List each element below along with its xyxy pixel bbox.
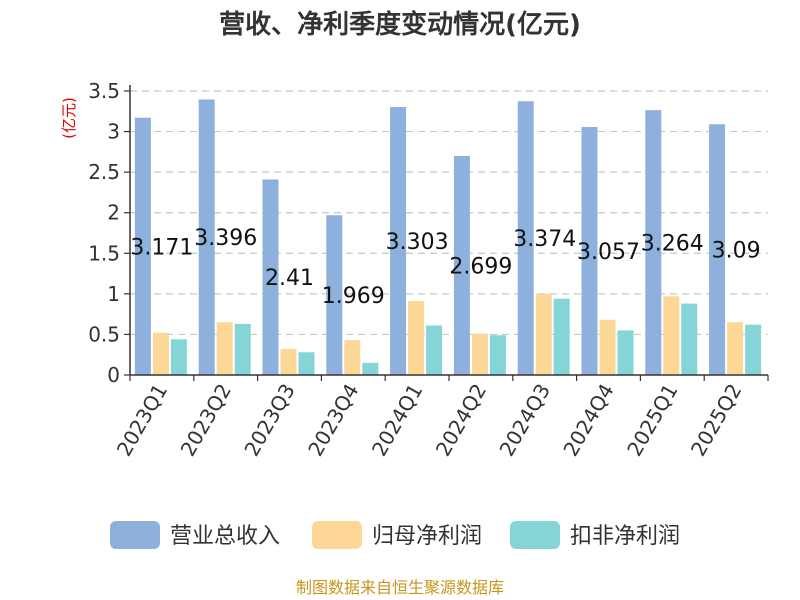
y-tick-label: 0.5	[88, 322, 120, 346]
bar-1-2024Q3	[517, 101, 534, 375]
bar-2-2023Q4	[344, 340, 361, 375]
data-label: 3.303	[386, 230, 449, 255]
y-axis-label: (亿元)	[60, 97, 78, 139]
x-tick-label: 2025Q2	[686, 380, 746, 461]
bar-1-2024Q1	[390, 106, 407, 376]
x-tick-label: 2023Q1	[112, 380, 172, 461]
x-tick-label: 2024Q4	[558, 380, 618, 461]
legend-swatch	[110, 521, 160, 549]
y-tick-label: 1.5	[88, 241, 120, 265]
source-note: 制图数据来自恒生聚源数据库	[296, 578, 504, 597]
bar-1-2023Q2	[198, 99, 215, 376]
legend-item-3[interactable]: 扣非净利润	[510, 521, 680, 549]
y-tick-label: 0	[107, 363, 120, 387]
bar-1-2024Q4	[581, 126, 598, 375]
bar-1-2024Q2	[453, 155, 470, 375]
legend-label: 扣非净利润	[570, 524, 680, 549]
axes: 0 0.5 1 1.5 2 2.5 3 3.5 2023Q1 2023Q2 2023Q3 2023Q4…	[88, 79, 769, 461]
data-label: 3.09	[712, 239, 761, 264]
y-tick-label: 3.5	[88, 79, 120, 103]
bar-2-2024Q4	[599, 319, 616, 375]
y-tick-label: 2.5	[88, 160, 120, 184]
x-tick-label: 2025Q1	[622, 380, 682, 461]
bar-2-2023Q2	[216, 322, 233, 375]
bar-3-2024Q3	[553, 298, 570, 375]
bar-3-2024Q4	[617, 330, 634, 375]
bar-1-2023Q1	[134, 117, 151, 376]
y-tick-label: 3	[107, 120, 120, 144]
bar-1-2025Q1	[645, 110, 662, 375]
chart-title: 营收、净利季度变动情况(亿元)	[219, 9, 581, 40]
legend-item-2[interactable]: 归母净利润	[312, 521, 482, 549]
bar-2-2024Q2	[471, 333, 488, 375]
data-label: 3.171	[130, 235, 193, 260]
bar-2-2023Q1	[152, 332, 169, 375]
legend-label: 归母净利润	[372, 524, 482, 549]
data-label: 3.396	[194, 226, 257, 251]
bar-3-2024Q1	[426, 325, 443, 375]
bar-3-2023Q1	[170, 339, 187, 375]
data-label: 2.699	[449, 254, 512, 279]
x-tick-label: 2024Q3	[495, 380, 555, 461]
bar-3-2025Q1	[681, 303, 698, 375]
bar-2-2024Q1	[408, 301, 425, 375]
legend-swatch	[510, 521, 560, 549]
bar-1-2025Q2	[709, 124, 726, 375]
y-tick-label: 2	[107, 201, 120, 225]
x-tick-label: 2024Q1	[367, 380, 427, 461]
x-tick-label: 2023Q3	[239, 380, 299, 461]
data-label: 3.057	[577, 240, 640, 265]
data-label: 2.41	[265, 266, 314, 291]
bar-2-2025Q1	[663, 296, 680, 375]
grid-lines	[130, 90, 768, 336]
bar-3-2023Q3	[298, 352, 315, 375]
x-tick-label: 2023Q2	[176, 380, 236, 461]
legend-item-1[interactable]: 营业总收入	[110, 521, 280, 549]
x-tick-label: 2024Q2	[431, 380, 491, 461]
legend[interactable]: 营业总收入 归母净利润 扣非净利润	[110, 521, 680, 549]
legend-label: 营业总收入	[170, 524, 280, 549]
bar-2-2025Q2	[727, 322, 744, 375]
bar-3-2024Q2	[489, 335, 506, 375]
bar-3-2023Q4	[362, 362, 379, 375]
bar-2-2024Q3	[535, 293, 552, 375]
data-label: 1.969	[322, 284, 385, 309]
bars	[134, 99, 762, 376]
x-tick-label: 2023Q4	[303, 380, 363, 461]
data-label: 3.264	[641, 232, 704, 257]
data-label: 3.374	[513, 227, 576, 252]
bar-3-2023Q2	[234, 323, 251, 375]
bar-2-2023Q3	[280, 349, 297, 375]
bar-3-2025Q2	[745, 324, 762, 375]
bar-1-2023Q3	[262, 179, 279, 375]
bar-1-2023Q4	[326, 215, 343, 375]
y-tick-label: 1	[107, 282, 120, 306]
legend-swatch	[312, 521, 362, 549]
